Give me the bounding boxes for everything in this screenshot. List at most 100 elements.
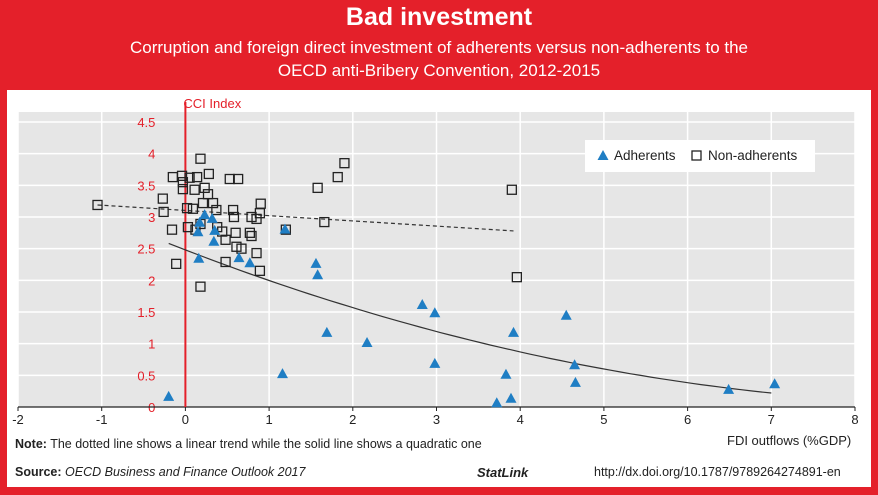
y-tick-label: 4: [148, 147, 155, 162]
adherent-point: [194, 216, 206, 227]
note-label: Note:: [15, 437, 47, 451]
non-adherent-point: [220, 234, 231, 245]
legend-square-icon: [691, 150, 702, 161]
adherent-point: [569, 376, 581, 387]
x-tick-label: 3: [433, 412, 440, 427]
y-tick-label: 3: [148, 210, 155, 225]
adherent-point: [769, 378, 781, 389]
non-adherent-point: [191, 171, 203, 183]
non-adherent-point: [171, 258, 182, 270]
adherent-point: [569, 359, 581, 370]
non-adherent-point: [181, 202, 193, 214]
non-adherent-point: [177, 183, 189, 195]
x-tick-label: 5: [600, 412, 607, 427]
x-tick-label: 4: [517, 412, 524, 427]
non-adherent-point: [157, 193, 168, 204]
adherent-point: [163, 390, 175, 401]
non-adherent-point: [511, 272, 523, 283]
legend-box: [585, 140, 815, 172]
non-adherent-point: [251, 213, 262, 225]
x-tick-label: 2: [349, 412, 356, 427]
adherent-point: [723, 383, 735, 394]
non-adherent-point: [203, 168, 214, 180]
non-adherent-point: [92, 199, 103, 211]
source: Source: OECD Business and Finance Outloo…: [15, 465, 305, 479]
y-axis-label: CCI Index: [183, 96, 241, 111]
non-adherent-point: [232, 173, 244, 185]
adherent-point: [244, 257, 256, 268]
y-tick-label: 2.5: [137, 242, 155, 257]
chart-title: Bad investment: [345, 3, 533, 31]
adherent-point: [416, 299, 428, 310]
legend-label-adherents: Adherents: [614, 148, 676, 163]
adherent-point: [560, 309, 572, 320]
non-adherent-point: [228, 211, 240, 223]
y-tick-label: 0.5: [137, 368, 155, 383]
x-tick-label: 6: [684, 412, 691, 427]
adherent-point: [500, 368, 512, 379]
non-adherent-point: [332, 171, 343, 183]
x-tick-label: 8: [851, 412, 858, 427]
adherent-point: [208, 235, 220, 246]
legend-label-non-adherents: Non-adherents: [708, 148, 798, 163]
non-adherent-point: [227, 204, 239, 216]
x-tick-label: 7: [768, 412, 775, 427]
y-tick-label: 4.5: [137, 115, 155, 130]
adherent-point: [508, 326, 520, 337]
non-adherent-point: [197, 197, 209, 209]
y-tick-label: 1.5: [137, 305, 155, 320]
legend-triangle-icon: [597, 150, 609, 160]
y-tick-label: 2: [148, 273, 155, 288]
y-tick-label: 3.5: [137, 178, 155, 193]
non-adherent-point: [189, 184, 200, 195]
non-adherent-point: [319, 216, 330, 228]
doi-link[interactable]: http://dx.doi.org/10.1787/9789264274891-…: [594, 465, 841, 479]
x-tick-label: 0: [182, 412, 189, 427]
x-tick-label: -1: [96, 412, 108, 427]
adherent-point: [491, 397, 503, 408]
non-adherent-point: [339, 158, 350, 169]
adherent-point: [310, 257, 322, 268]
non-adherent-point: [195, 281, 206, 292]
source-text: OECD Business and Finance Outlook 2017: [61, 465, 306, 479]
non-adherent-point: [312, 182, 323, 194]
chart-subtitle-line2: OECD anti-Bribery Convention, 2012-2015: [277, 61, 601, 80]
adherent-point: [192, 226, 204, 237]
non-adherent-point: [211, 204, 222, 216]
non-adherent-point: [251, 247, 262, 259]
chart-subtitle-line1: Corruption and foreign direct investment…: [129, 38, 749, 57]
non-adherent-point: [207, 197, 219, 209]
non-adherent-point: [182, 221, 194, 233]
non-adherent-point: [220, 256, 231, 268]
adherent-point: [361, 337, 373, 348]
non-adherent-point: [199, 182, 210, 194]
note: Note: The dotted line shows a linear tre…: [15, 437, 482, 451]
quadratic-trend-line: [168, 242, 772, 394]
non-adherent-point: [158, 206, 169, 218]
non-adherent-point: [255, 198, 266, 209]
non-adherent-point: [254, 265, 266, 276]
y-tick-label: 1: [148, 337, 155, 352]
adherent-point: [206, 212, 218, 223]
x-tick-label: 1: [265, 412, 272, 427]
adherent-point: [199, 209, 211, 220]
source-label: Source:: [15, 465, 62, 479]
non-adherent-point: [280, 224, 291, 235]
adherent-point: [233, 252, 245, 263]
non-adherent-point: [176, 170, 188, 181]
adherent-point: [279, 223, 291, 234]
non-adherent-point: [166, 224, 178, 235]
non-adherent-point: [246, 230, 257, 242]
non-adherent-point: [184, 172, 195, 183]
x-axis-label: FDI outflows (%GDP): [727, 433, 852, 448]
adherent-point: [312, 269, 324, 280]
adherent-point: [429, 357, 441, 368]
adherent-point: [193, 252, 205, 263]
statlink-logo: StatLink: [477, 465, 529, 480]
non-adherent-point: [187, 203, 199, 214]
adherent-point: [321, 326, 333, 337]
adherent-point: [209, 224, 221, 235]
x-tick-label: -2: [12, 412, 24, 427]
non-adherent-point: [195, 153, 206, 164]
